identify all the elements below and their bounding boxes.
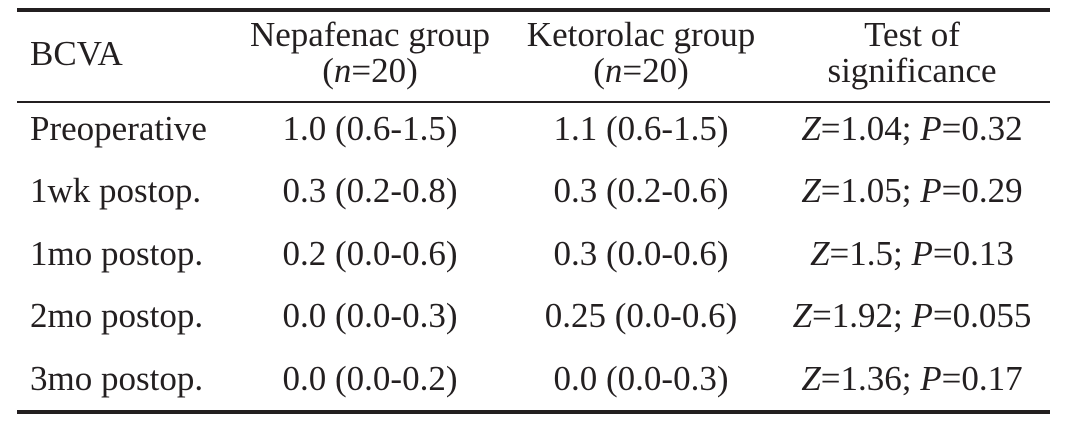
row-1-p-value: =0.29 bbox=[941, 171, 1023, 210]
row-2-nepafenac: 0.2 (0.0-0.6) bbox=[282, 234, 458, 273]
row-4-label: 3mo postop. bbox=[30, 359, 204, 398]
row-3-p-symbol: P bbox=[911, 296, 933, 335]
table-top-rule bbox=[17, 8, 1050, 12]
header-bcva-text: BCVA bbox=[30, 34, 123, 73]
header-nepafenac-paren-open: ( bbox=[322, 51, 334, 90]
table-header-rule bbox=[17, 101, 1050, 103]
row-0-p-value: =0.32 bbox=[941, 109, 1023, 148]
row-4-nepafenac: 0.0 (0.0-0.2) bbox=[282, 359, 458, 398]
header-nepafenac-line1: Nepafenac group bbox=[249, 15, 491, 54]
header-nepafenac: Nepafenac group (n=20) bbox=[250, 17, 490, 89]
row-2-p-value: =0.13 bbox=[932, 234, 1014, 273]
header-ketorolac-count: =20) bbox=[622, 51, 689, 90]
row-4-z-value: =1.36; bbox=[820, 359, 921, 398]
row-1-label: 1wk postop. bbox=[30, 171, 202, 210]
row-2-test: Z=1.5; P=0.13 bbox=[810, 236, 1014, 272]
row-3-ketorolac: 0.25 (0.0-0.6) bbox=[544, 296, 738, 335]
row-1-nepafenac: 0.3 (0.2-0.8) bbox=[282, 171, 458, 210]
row-4-p-value: =0.17 bbox=[941, 359, 1023, 398]
row-0-z-symbol: Z bbox=[801, 109, 821, 148]
row-4-ketorolac: 0.0 (0.0-0.3) bbox=[553, 359, 729, 398]
row-4-z-symbol: Z bbox=[801, 359, 821, 398]
row-0-label: Preoperative bbox=[30, 109, 207, 148]
row-3-z-value: =1.92; bbox=[812, 296, 912, 335]
row-2-z-symbol: Z bbox=[810, 234, 830, 273]
header-nepafenac-count: =20) bbox=[351, 51, 418, 90]
row-0-p-symbol: P bbox=[920, 109, 942, 148]
header-nepafenac-n: n bbox=[333, 51, 352, 90]
row-2-ketorolac: 0.3 (0.0-0.6) bbox=[553, 234, 729, 273]
header-test: Test of significance bbox=[827, 17, 996, 89]
header-bcva: BCVA bbox=[30, 36, 123, 72]
header-ketorolac-paren-open: ( bbox=[593, 51, 605, 90]
header-test-line1: Test of bbox=[864, 15, 960, 54]
row-0-ketorolac: 1.1 (0.6-1.5) bbox=[553, 109, 729, 148]
row-3-p-value: =0.055 bbox=[932, 296, 1032, 335]
row-0-test: Z=1.04; P=0.32 bbox=[801, 111, 1022, 147]
row-2-p-symbol: P bbox=[911, 234, 933, 273]
row-2-z-value: =1.5; bbox=[829, 234, 912, 273]
row-1-ketorolac: 0.3 (0.2-0.6) bbox=[553, 171, 729, 210]
row-1-p-symbol: P bbox=[920, 171, 942, 210]
table-bottom-rule bbox=[17, 410, 1050, 414]
row-3-z-symbol: Z bbox=[792, 296, 813, 335]
row-3-label: 2mo postop. bbox=[30, 296, 204, 335]
row-3-nepafenac: 0.0 (0.0-0.3) bbox=[282, 296, 458, 335]
header-ketorolac-n: n bbox=[604, 51, 623, 90]
row-2-label: 1mo postop. bbox=[30, 234, 204, 273]
row-1-z-value: =1.05; bbox=[820, 171, 921, 210]
row-3-test: Z=1.92; P=0.055 bbox=[793, 298, 1032, 334]
header-ketorolac: Ketorolac group (n=20) bbox=[527, 17, 755, 89]
row-4-p-symbol: P bbox=[920, 359, 942, 398]
header-ketorolac-line1: Ketorolac group bbox=[526, 15, 756, 54]
row-1-test: Z=1.05; P=0.29 bbox=[801, 173, 1022, 209]
row-0-z-value: =1.04; bbox=[820, 109, 921, 148]
header-ketorolac-line2: (n=20) bbox=[527, 53, 755, 89]
header-test-line2: significance bbox=[827, 51, 997, 90]
row-4-test: Z=1.36; P=0.17 bbox=[801, 361, 1022, 397]
row-1-z-symbol: Z bbox=[801, 171, 821, 210]
header-nepafenac-line2: (n=20) bbox=[250, 53, 490, 89]
row-0-nepafenac: 1.0 (0.6-1.5) bbox=[282, 109, 458, 148]
